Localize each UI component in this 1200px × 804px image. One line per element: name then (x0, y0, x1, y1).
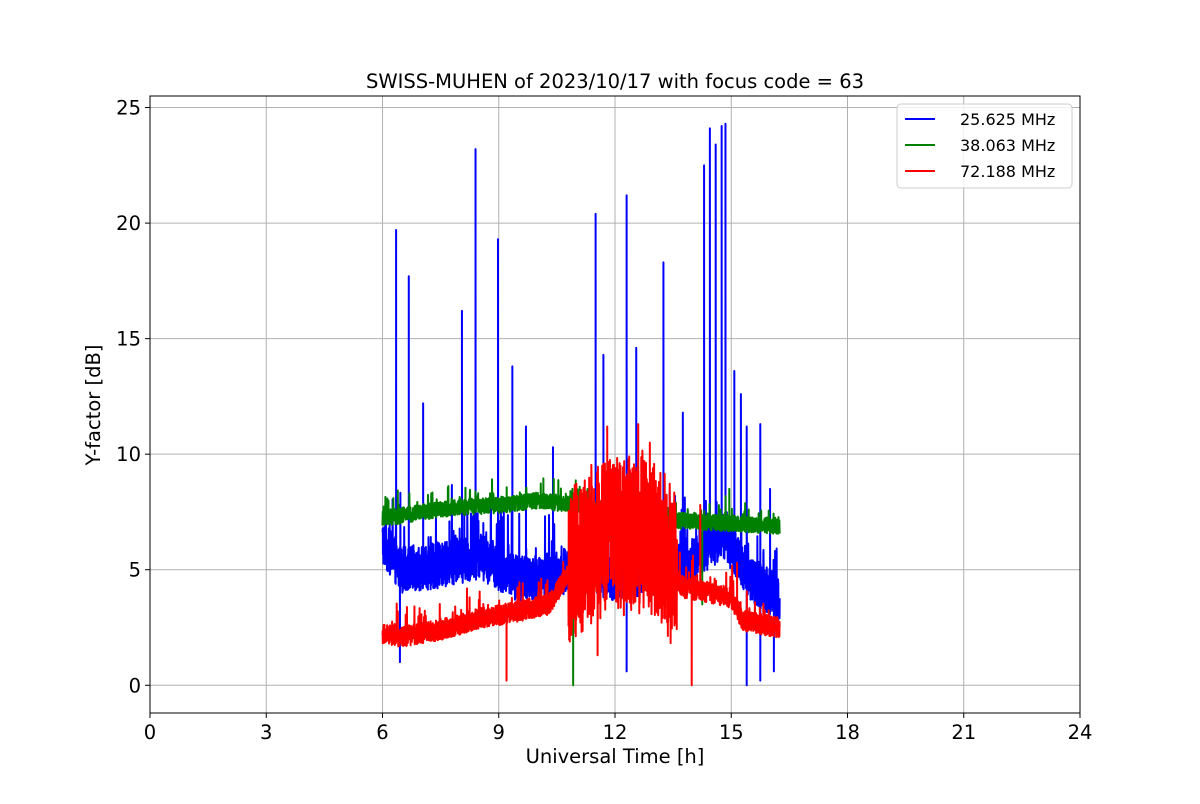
series-line-72-188-mhz (381, 423, 781, 687)
y-tick-label: 25 (116, 97, 141, 120)
x-tick-label: 12 (603, 721, 628, 744)
x-tick-label: 18 (835, 721, 860, 744)
legend-label: 72.188 MHz (960, 162, 1055, 181)
x-axis-label: Universal Time [h] (526, 745, 705, 768)
tick-layer: 0 3 6 9 12 15 18 21 24 0 5 10 15 20 25 (116, 97, 1092, 744)
chart-title: SWISS-MUHEN of 2023/10/17 with focus cod… (366, 70, 864, 93)
x-tick-label: 0 (144, 721, 156, 744)
y-tick-label: 20 (116, 212, 141, 235)
legend-label: 38.063 MHz (960, 136, 1055, 155)
x-tick-label: 24 (1068, 721, 1093, 744)
x-tick-label: 21 (951, 721, 976, 744)
y-tick-label: 5 (129, 559, 141, 582)
x-tick-label: 6 (376, 721, 388, 744)
x-tick-label: 3 (260, 721, 272, 744)
legend-box (896, 103, 1073, 189)
x-tick-label: 9 (493, 721, 505, 744)
legend: 25.625 MHz 38.063 MHz 72.188 MHz (896, 103, 1073, 189)
y-tick-label: 0 (129, 674, 141, 697)
series-layer (381, 122, 781, 687)
y-tick-label: 15 (116, 328, 141, 351)
y-axis-label: Y-factor [dB] (82, 345, 105, 467)
x-tick-label: 15 (719, 721, 744, 744)
legend-label: 25.625 MHz (960, 110, 1055, 129)
y-tick-label: 10 (116, 443, 141, 466)
